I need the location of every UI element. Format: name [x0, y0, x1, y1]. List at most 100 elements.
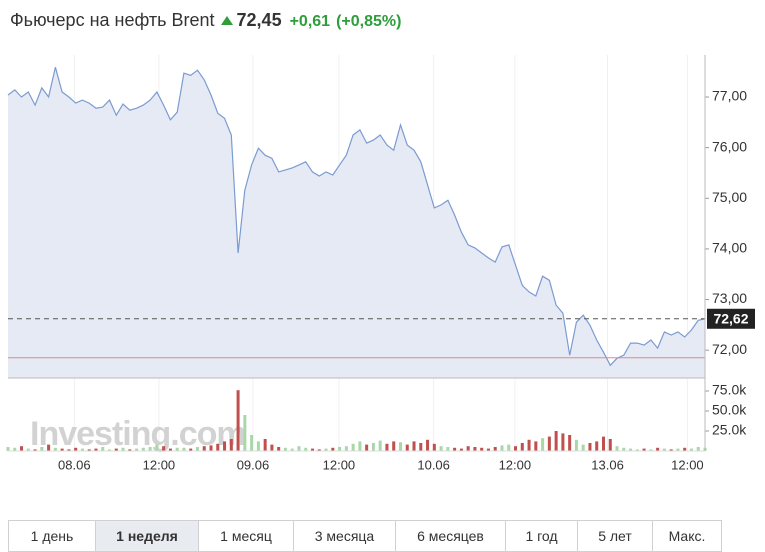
volume-bar	[277, 447, 281, 451]
volume-bar	[649, 449, 653, 451]
volume-bar	[297, 446, 301, 451]
volume-bar	[6, 447, 10, 451]
volume-bar	[662, 448, 666, 451]
x-tick-label: 12:00	[671, 457, 704, 472]
volume-bar	[168, 448, 172, 451]
price-area	[8, 67, 705, 378]
volume-bar	[148, 447, 152, 451]
volume-bar	[689, 448, 693, 451]
up-arrow	[220, 15, 233, 25]
x-tick-label: 12:00	[143, 457, 176, 472]
volume-bar	[162, 446, 166, 451]
volume-bar	[195, 447, 199, 451]
volume-bar	[67, 449, 71, 451]
volume-bar	[574, 439, 578, 451]
volume-bar	[351, 443, 355, 451]
volume-bar	[392, 441, 396, 451]
volume-bar	[311, 448, 315, 451]
volume-bar	[60, 448, 64, 451]
volume-bar	[209, 445, 213, 451]
volume-bar	[419, 443, 423, 451]
volume-bar	[534, 441, 538, 451]
x-tick-label: 12:00	[499, 457, 532, 472]
volume-bar	[676, 448, 680, 451]
range-tab[interactable]: 5 лет	[578, 521, 653, 551]
volume-bar	[507, 444, 511, 451]
volume-bar	[398, 442, 402, 451]
volume-bar	[20, 446, 24, 451]
volume-bar	[520, 443, 524, 451]
volume-bar	[656, 447, 660, 451]
volume-bar	[304, 447, 308, 451]
volume-bar	[202, 446, 206, 451]
y-tick-label: 72,00	[712, 341, 747, 357]
volume-bar	[371, 443, 375, 451]
volume-bar	[80, 448, 84, 451]
volume-bar	[13, 447, 17, 451]
volume-bar	[40, 447, 44, 451]
volume-bar	[405, 444, 409, 451]
volume-bar	[74, 447, 78, 451]
price: 72,45	[236, 10, 282, 30]
volume-bar	[453, 447, 457, 451]
volume-bar	[561, 433, 565, 451]
volume-bar	[493, 447, 497, 451]
volume-bar	[94, 448, 98, 451]
volume-bar	[155, 444, 159, 451]
volume-bar	[47, 444, 51, 451]
volume-bar	[412, 441, 416, 451]
last-price-box	[707, 308, 755, 329]
x-tick-label: 09.06	[237, 457, 270, 472]
change-pct: (+0,85%)	[336, 13, 402, 30]
volume-bar	[33, 449, 37, 451]
y-tick-label: 77,00	[712, 88, 747, 104]
volume-bar	[128, 449, 132, 451]
watermark: Investing.com	[30, 415, 246, 453]
volume-bar	[581, 444, 585, 451]
volume-bar	[635, 449, 639, 451]
volume-bar	[432, 443, 436, 451]
volume-bar	[107, 449, 112, 451]
x-tick-label: 10.06	[417, 457, 450, 472]
range-tab[interactable]: 1 день	[9, 521, 96, 551]
volume-bar	[87, 449, 91, 451]
volume-bar	[135, 448, 139, 451]
volume-bar	[216, 443, 220, 451]
volume-bar	[385, 443, 389, 451]
x-tick-label: 13.06	[591, 457, 624, 472]
volume-bar	[283, 447, 287, 451]
volume-bar	[696, 447, 700, 451]
volume-bar	[629, 448, 633, 451]
volume-bar	[541, 438, 545, 451]
volume-bar	[486, 448, 490, 451]
volume-bar	[182, 447, 186, 451]
price-line	[7, 67, 706, 367]
volume-bar	[608, 439, 612, 451]
volume-bar	[500, 445, 504, 451]
volume-bar	[669, 449, 673, 451]
volume-bar	[223, 441, 227, 451]
volume-bar	[256, 441, 260, 451]
volume-bar	[446, 447, 450, 451]
range-tab[interactable]: 6 месяцев	[396, 521, 506, 551]
change: +0,61	[289, 13, 331, 30]
range-tab[interactable]: 1 год	[506, 521, 578, 551]
volume-bar	[683, 447, 687, 451]
volume-bar	[121, 447, 125, 451]
range-tab[interactable]: 3 месяца	[294, 521, 396, 551]
volume-bar	[615, 446, 619, 451]
volume-bar	[588, 443, 592, 451]
volume-bar	[270, 444, 274, 451]
volume-bar	[53, 447, 57, 451]
volume-bar	[554, 431, 558, 451]
range-tab[interactable]: Макс.	[668, 528, 706, 544]
volume-bar	[236, 390, 240, 451]
volume-bar	[331, 447, 335, 451]
y-tick-label: 75,00	[712, 189, 747, 205]
volume-bar	[175, 447, 179, 451]
volume-tick-label: 25.0k	[712, 422, 747, 438]
range-tab[interactable]: 1 месяц	[199, 521, 294, 551]
range-tab[interactable]: 1 неделя	[96, 521, 199, 551]
chart: 08.06 12:00 09.06 12:00 10.06 12:00 13.06 12:00…	[6, 55, 755, 472]
